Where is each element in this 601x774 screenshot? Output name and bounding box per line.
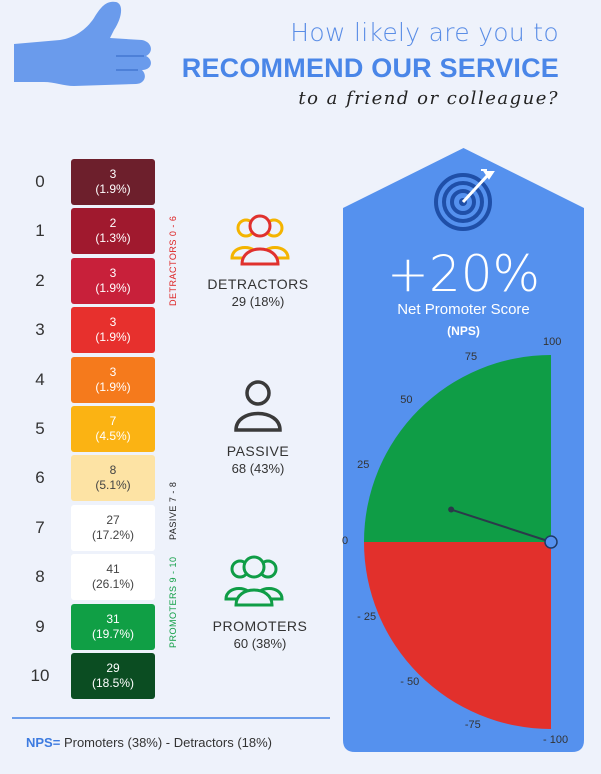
score-count: 27	[106, 512, 120, 527]
passive-group: PASSIVE 68 (43%)	[198, 443, 318, 476]
thumbs-up-icon	[14, 1, 151, 87]
passive-person-icon	[234, 380, 282, 432]
nps-formula-text: Promoters (38%) - Detractors (18%)	[60, 735, 272, 750]
score-percent: (4.5%)	[95, 429, 131, 443]
detractors-value: 29 (18%)	[231, 294, 285, 309]
nps-value: +20%	[386, 245, 541, 303]
detractors-bracket-label: DETRACTORS 0 - 6	[168, 215, 178, 306]
score-percent: (1.9%)	[95, 330, 131, 345]
score-count: 8	[109, 463, 117, 478]
passive-value: 68 (43%)	[231, 461, 285, 476]
promoters-bracket-label: PROMOTERS 9 - 10	[168, 556, 178, 648]
score-percent: (26.1%)	[91, 577, 135, 592]
score-percent: (18.5%)	[91, 676, 135, 690]
header: How likely are you to RECOMMEND OUR SERV…	[182, 18, 559, 109]
score-count: 3	[109, 265, 117, 280]
score-percent: (1.9%)	[95, 182, 131, 196]
gauge-hub	[544, 535, 558, 549]
detractors-name: DETRACTORS	[207, 276, 309, 292]
gauge-tick-label: - 25	[357, 611, 377, 624]
score-cell: 29 (18.5%)	[71, 653, 155, 699]
gauge-tick-label: 0	[342, 535, 349, 547]
score-count: 2	[109, 216, 117, 231]
score-percent: (1.9%)	[95, 280, 131, 295]
score-cell: 27 (17.2%)	[71, 504, 155, 551]
passive-bracket-label: PASIVE 7 - 8	[168, 481, 178, 540]
gauge-tick-label: 100	[543, 336, 562, 348]
target-icon	[434, 169, 495, 231]
gauge-needle-tip	[448, 506, 455, 513]
promoters-group: PROMOTERS 60 (38%)	[200, 618, 320, 651]
gauge-tick-label: 75	[464, 351, 478, 364]
header-line-3: to a friend or colleague?	[298, 88, 559, 109]
header-line-2: RECOMMEND OUR SERVICE	[181, 53, 559, 83]
detractors-people-icon	[230, 214, 290, 266]
score-cell: 3 (1.9%)	[71, 257, 155, 304]
score-count: 3	[109, 364, 117, 379]
score-percent: (5.1%)	[95, 478, 131, 493]
score-count: 31	[106, 611, 120, 626]
nps-gauge	[364, 355, 558, 729]
nps-formula: NPS= Promoters (38%) - Detractors (18%)	[26, 735, 272, 750]
score-cell: 3 (1.9%)	[71, 356, 155, 403]
score-label: 4	[35, 369, 45, 389]
score-count: 41	[106, 562, 120, 577]
score-count: 3	[109, 315, 117, 330]
score-label: 2	[35, 270, 45, 290]
score-percent: (1.3%)	[95, 231, 131, 246]
score-cell: 31 (19.7%)	[71, 603, 155, 650]
score-cell: 3 (1.9%)	[71, 159, 155, 205]
promoters-name: PROMOTERS	[212, 618, 308, 634]
promoters-value: 60 (38%)	[233, 636, 287, 651]
gauge-negative-half	[364, 542, 551, 729]
score-label: 3	[35, 320, 45, 340]
nps-abbr: (NPS)	[447, 324, 480, 338]
score-cell: 41 (26.1%)	[71, 554, 155, 601]
score-percent: (19.7%)	[91, 626, 135, 641]
score-count: 3	[109, 167, 117, 181]
score-label: 6	[35, 468, 45, 488]
gauge-tick-label: -75	[464, 718, 481, 731]
score-cell: 3 (1.9%)	[71, 307, 155, 354]
nps-label: Net Promoter Score	[397, 301, 530, 318]
gauge-tick-label: - 50	[400, 675, 420, 688]
header-line-1: How likely are you to	[290, 18, 559, 47]
score-label: 1	[35, 221, 45, 241]
gauge-tick-label: 50	[400, 394, 413, 407]
detractors-group: DETRACTORS 29 (18%)	[198, 276, 318, 309]
score-cell: 8 (5.1%)	[71, 455, 155, 502]
score-label: 10	[30, 666, 50, 685]
score-count: 29	[106, 661, 120, 675]
score-label: 8	[35, 567, 45, 587]
gauge-tick-label: - 100	[543, 734, 569, 746]
promoters-people-icon	[224, 555, 284, 607]
gauge-needle	[450, 508, 552, 543]
score-label: 9	[35, 616, 45, 636]
divider-line	[12, 717, 330, 719]
gauge-tick-label: 25	[357, 458, 370, 471]
gauge-positive-half	[364, 355, 551, 542]
score-percent: (17.2%)	[91, 527, 135, 542]
score-cell: 2 (1.3%)	[71, 208, 155, 255]
passive-name: PASSIVE	[226, 443, 290, 459]
score-label: 0	[35, 172, 45, 191]
score-cell: 7 (4.5%)	[71, 406, 155, 452]
score-percent: (1.9%)	[95, 379, 131, 394]
nps-panel	[343, 148, 584, 752]
score-label: 7	[35, 517, 45, 537]
nps-formula-prefix: NPS=	[26, 735, 61, 750]
score-count: 7	[109, 414, 117, 428]
score-label: 5	[35, 419, 45, 438]
